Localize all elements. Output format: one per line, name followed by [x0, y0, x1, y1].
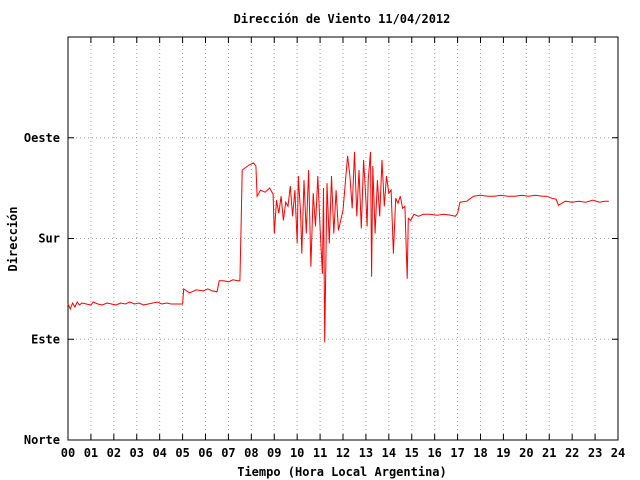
plot-frame — [67, 36, 619, 441]
x-tick-label: 11 — [313, 446, 327, 460]
x-axis-tick-labels: 00 01 02 03 04 05 06 07 08 09 10 11 12 13 14 15 16 17 18 19… — [61, 446, 625, 460]
x-tick-label: 14 — [382, 446, 396, 460]
x-tick-label: 15 — [405, 446, 419, 460]
x-tick-label: 20 — [519, 446, 533, 460]
x-tick-label: 19 — [496, 446, 510, 460]
x-tick-label: 05 — [175, 446, 189, 460]
x-tick-label: 16 — [427, 446, 441, 460]
x-tick-label: 08 — [244, 446, 258, 460]
chart-title: Dirección de Viento 11/04/2012 — [234, 12, 451, 26]
x-axis-label: Tiempo (Hora Local Argentina) — [237, 465, 447, 479]
y-tick-label: Oeste — [24, 131, 60, 145]
x-tick-label: 18 — [473, 446, 487, 460]
x-tick-label: 24 — [611, 446, 625, 460]
x-tick-label: 00 — [61, 446, 75, 460]
y-tick-label: Sur — [38, 232, 60, 246]
x-tick-label: 06 — [198, 446, 212, 460]
y-tick-label: Norte — [24, 433, 60, 447]
x-tick-label: 23 — [588, 446, 602, 460]
x-tick-label: 07 — [221, 446, 235, 460]
x-tick-label: 10 — [290, 446, 304, 460]
x-tick-label: 13 — [359, 446, 373, 460]
series-line — [67, 151, 609, 343]
y-axis-label: Dirección — [6, 206, 20, 271]
x-tick-label: 03 — [130, 446, 144, 460]
x-tick-label: 04 — [152, 446, 166, 460]
x-tick-label: 12 — [336, 446, 350, 460]
x-tick-label: 17 — [450, 446, 464, 460]
x-tick-label: 09 — [267, 446, 281, 460]
y-tick-label: Este — [31, 332, 60, 346]
y-axis-tick-labels: Norte Este Sur Oeste — [24, 131, 60, 447]
x-tick-label: 22 — [565, 446, 579, 460]
grid — [68, 37, 618, 440]
x-tick-label: 01 — [84, 446, 98, 460]
axis-ticks — [67, 37, 619, 441]
x-tick-label: 02 — [107, 446, 121, 460]
series-layer — [67, 151, 609, 343]
x-tick-label: 21 — [542, 446, 556, 460]
